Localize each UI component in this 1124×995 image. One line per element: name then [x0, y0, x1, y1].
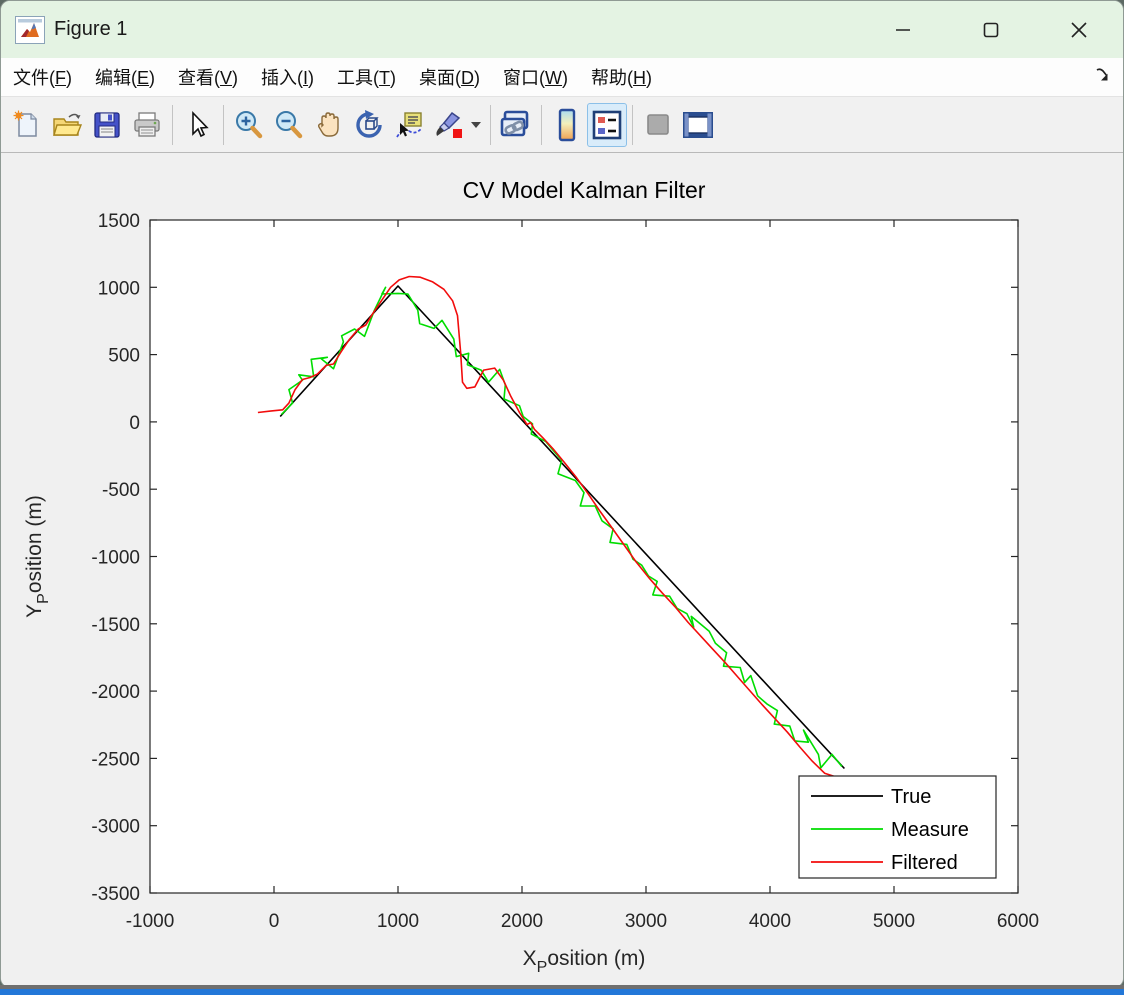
- dock-arrow-icon[interactable]: [1094, 67, 1111, 89]
- menu-mnemonic: W: [545, 68, 563, 88]
- legend-entry-label: True: [891, 786, 931, 808]
- y-tick-label: 1000: [98, 278, 140, 299]
- menu-label: 桌面: [419, 68, 456, 88]
- save-figure-icon[interactable]: [87, 103, 127, 147]
- menu-label: 查看: [178, 68, 215, 88]
- menu-item-h[interactable]: 帮助(H): [591, 68, 653, 88]
- matlab-logo-icon: [15, 15, 45, 44]
- menu-label: 帮助: [591, 68, 628, 88]
- y-tick-label: -3000: [91, 817, 140, 838]
- y-tick-labels: 1500 1000 500 0 -500 -1000 -1500 -2000 -2500 -300…: [91, 211, 140, 905]
- window-controls: [859, 1, 1123, 58]
- x-tick-label: 6000: [997, 911, 1039, 932]
- menu-item-w[interactable]: 窗口(W): [503, 68, 569, 88]
- titlebar: Figure 1: [1, 1, 1123, 58]
- zoom-out-icon[interactable]: [269, 103, 309, 147]
- rotate-3d-icon[interactable]: [349, 103, 389, 147]
- insert-legend-icon[interactable]: [587, 102, 627, 147]
- menu-mnemonic: I: [303, 68, 309, 88]
- y-tick-label: -1000: [91, 548, 140, 569]
- menu-mnemonic: E: [137, 68, 150, 88]
- minimize-icon[interactable]: [859, 1, 947, 58]
- plot-axes[interactable]: CV Model Kalman Filter -1000 0 1000 2000 300…: [1, 153, 1124, 988]
- legend[interactable]: True Measure Filtered: [798, 775, 997, 879]
- window-title: Figure 1: [54, 18, 128, 40]
- dock-figure-icon[interactable]: [678, 103, 718, 147]
- open-file-icon[interactable]: [47, 103, 87, 147]
- y-tick-label: -2000: [91, 682, 140, 703]
- x-tick-label: 5000: [873, 911, 915, 932]
- menu-item-i[interactable]: 插入(I): [261, 68, 315, 88]
- menu-mnemonic: V: [220, 68, 233, 88]
- toolbar-separator: [541, 104, 542, 145]
- close-icon[interactable]: [1035, 1, 1123, 58]
- new-figure-icon[interactable]: [7, 103, 47, 147]
- maximize-icon[interactable]: [947, 1, 1035, 58]
- menu-mnemonic: D: [461, 68, 475, 88]
- legend-entry-label: Filtered: [891, 852, 958, 874]
- pan-hand-icon[interactable]: [309, 103, 349, 147]
- y-tick-label: 0: [129, 413, 140, 434]
- window-shadow: [0, 985, 1124, 989]
- x-tick-label: 1000: [377, 911, 419, 932]
- toolbar-separator: [490, 104, 491, 145]
- x-tick-label: 0: [269, 911, 280, 932]
- y-tick-label: -3500: [91, 884, 140, 905]
- menu-item-e[interactable]: 编辑(E): [95, 68, 156, 88]
- series-lines: [257, 275, 846, 789]
- toolbar-separator: [223, 104, 224, 145]
- toolbar-separator: [172, 104, 173, 145]
- series-line-filtered: [257, 275, 846, 789]
- hide-plot-tools-icon[interactable]: [638, 103, 678, 147]
- brush-dropdown-icon[interactable]: [471, 121, 481, 128]
- plot-title: CV Model Kalman Filter: [463, 177, 706, 203]
- insert-colorbar-icon[interactable]: [547, 103, 587, 147]
- x-tick-labels: -1000 0 1000 2000 3000 4000 5000 6000: [126, 911, 1039, 932]
- legend-box[interactable]: [798, 775, 997, 879]
- y-tick-label: -500: [102, 480, 140, 501]
- legend-entry-label: Measure: [891, 819, 969, 841]
- menu-item-f[interactable]: 文件(F): [13, 68, 72, 88]
- figure-canvas: CV Model Kalman Filter -1000 0 1000 2000 300…: [1, 153, 1124, 988]
- y-axis-label: YPosition (m): [23, 495, 52, 618]
- x-tick-label: -1000: [126, 911, 175, 932]
- edit-plot-cursor-icon[interactable]: [178, 103, 218, 147]
- zoom-in-icon[interactable]: [229, 103, 269, 147]
- menu-label: 编辑: [95, 68, 131, 88]
- y-tick-label: -2500: [91, 749, 140, 770]
- menu-mnemonic: H: [633, 68, 647, 88]
- y-tick-label: -1500: [91, 615, 140, 636]
- x-tick-label: 4000: [749, 911, 791, 932]
- menu-mnemonic: F: [55, 68, 66, 88]
- taskbar-edge: [0, 989, 1124, 995]
- menu-label: 文件: [13, 68, 49, 88]
- x-axis-label: XPosition (m): [523, 947, 646, 976]
- axes-box: [149, 219, 1019, 894]
- menubar: 文件(F) 编辑(E) 查看(V) 插入(I) 工具(T) 桌面(D) 窗口(W) 帮助(H): [1, 58, 1123, 97]
- menu-mnemonic: T: [379, 68, 391, 88]
- print-figure-icon[interactable]: [127, 103, 167, 147]
- x-tick-label: 2000: [501, 911, 543, 932]
- x-tick-label: 3000: [625, 911, 667, 932]
- menu-item-d[interactable]: 桌面(D): [419, 68, 481, 88]
- menu-label: 工具: [337, 68, 374, 88]
- brush-data-icon[interactable]: [429, 103, 469, 147]
- menu-item-v[interactable]: 查看(V): [178, 68, 239, 88]
- y-tick-label: 500: [108, 346, 140, 367]
- toolbar: [1, 97, 1123, 153]
- link-plot-icon[interactable]: [496, 103, 536, 147]
- toolbar-separator: [632, 104, 633, 145]
- y-tick-label: 1500: [98, 211, 140, 232]
- menu-label: 插入: [261, 68, 298, 88]
- data-cursor-icon[interactable]: [389, 103, 429, 147]
- menu-label: 窗口: [503, 68, 540, 88]
- menu-item-t[interactable]: 工具(T): [337, 68, 397, 88]
